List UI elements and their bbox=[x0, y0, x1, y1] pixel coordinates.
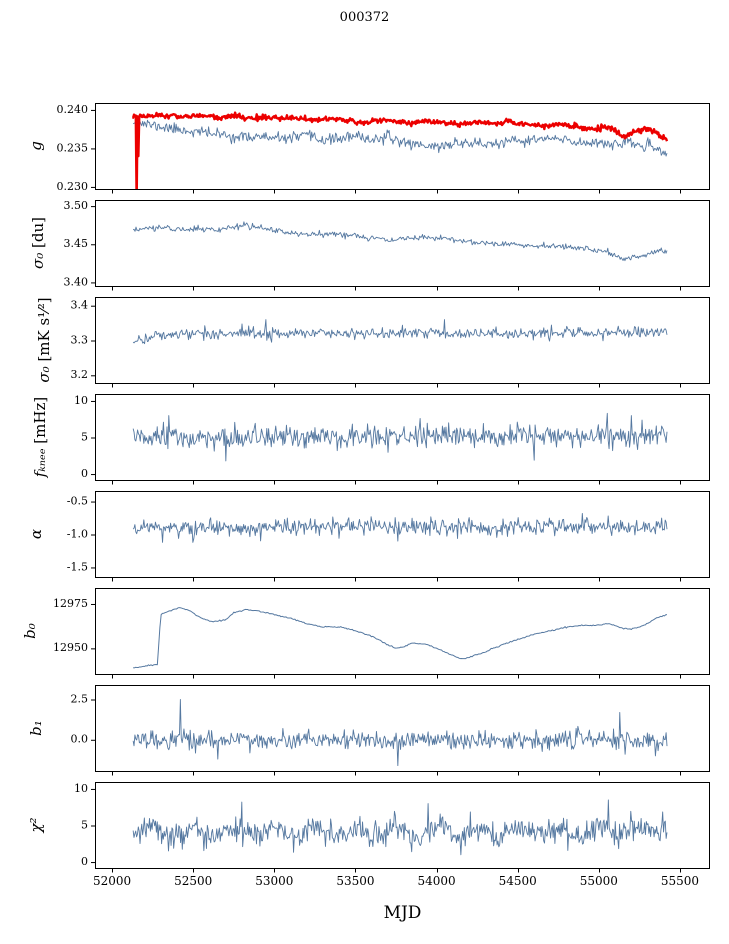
y-axis-label-chi2: χ² bbox=[27, 817, 45, 833]
y-axis-label-sigma0-du: σ₀ [du] bbox=[29, 216, 47, 270]
figure-title: 000372 bbox=[339, 10, 390, 25]
y-axis-label-sigma0-mk: σ₀ [mK s¹⁄²] bbox=[35, 297, 53, 383]
y-axis-label-g: g bbox=[27, 141, 45, 151]
y-axis-label-alpha: α bbox=[27, 528, 45, 540]
y-axis-label-b1: b₁ bbox=[27, 720, 45, 736]
y-axis-label-fknee: fₖₙₑₑ [mHz] bbox=[31, 396, 49, 478]
x-axis-label: MJD bbox=[383, 903, 422, 923]
y-axis-label-b0: b₀ bbox=[21, 623, 39, 639]
